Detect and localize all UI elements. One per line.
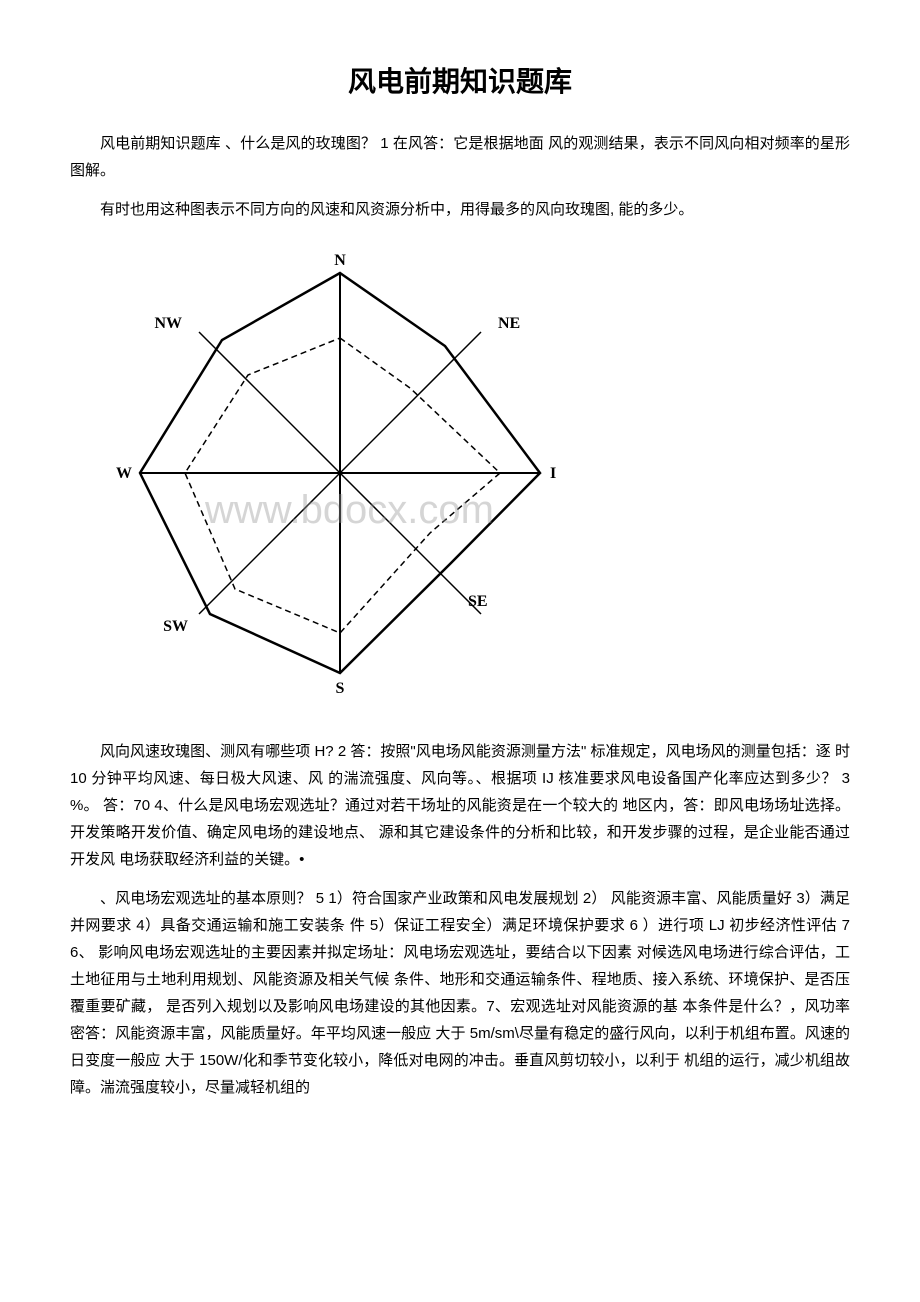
label-w: W	[116, 465, 132, 482]
axis-nw	[199, 332, 340, 473]
paragraph-2: 有时也用这种图表示不同方向的风速和风资源分析中，用得最多的风向玫瑰图, 能的多少…	[70, 196, 850, 223]
axis-sw	[199, 473, 340, 614]
label-s: S	[336, 680, 345, 697]
axis-se	[340, 473, 481, 614]
page-title: 风电前期知识题库	[70, 60, 850, 100]
label-nw: NW	[154, 315, 182, 332]
label-sw: SW	[163, 618, 188, 635]
wind-rose-svg: N NE I SE S SW W NW	[110, 243, 580, 713]
paragraph-3: 风向风速玫瑰图、测风有哪些项 H? 2 答：按照"风电场风能资源测量方法" 标准…	[70, 738, 850, 873]
paragraph-1: 风电前期知识题库 、什么是风的玫瑰图？ 1 在风答：它是根据地面 风的观测结果，…	[70, 130, 850, 184]
label-e: I	[550, 465, 556, 482]
label-ne: NE	[498, 315, 520, 332]
rose-inner-polygon	[185, 338, 500, 633]
axis-ne	[340, 332, 481, 473]
label-se: SE	[468, 593, 488, 610]
wind-rose-diagram: N NE I SE S SW W NW	[110, 243, 850, 718]
wind-rose-diagram-wrapper: N NE I SE S SW W NW www.bdocx.com	[70, 243, 850, 718]
label-n: N	[334, 252, 346, 269]
paragraph-4: 、风电场宏观选址的基本原则？ 5 1）符合国家产业政策和风电发展规划 2） 风能…	[70, 885, 850, 1101]
